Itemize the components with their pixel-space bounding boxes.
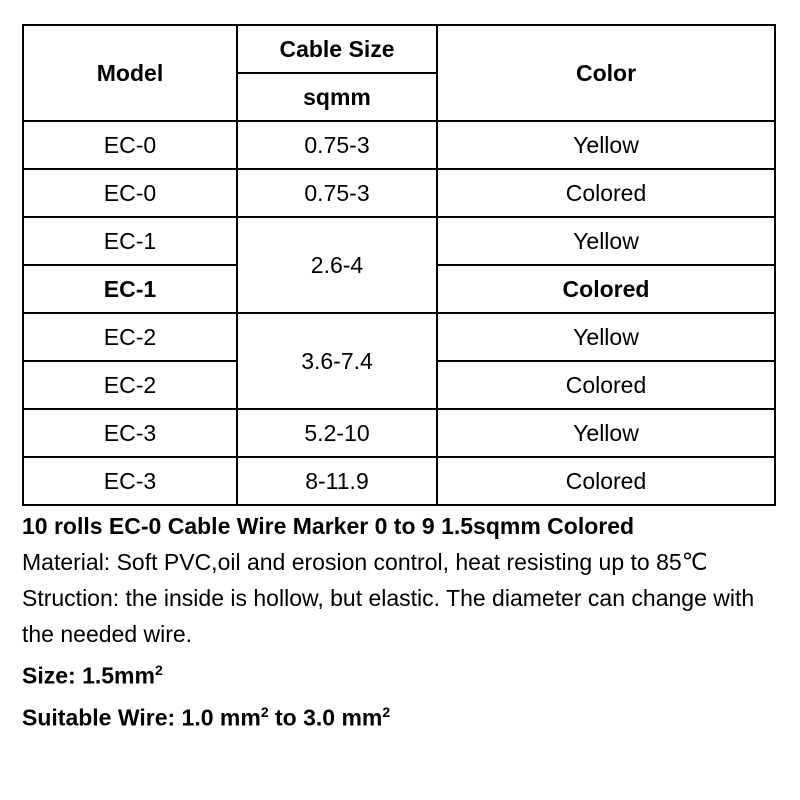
cell-color: Colored xyxy=(437,457,775,505)
table-row: EC-2 3.6-7.4 Yellow xyxy=(23,313,775,361)
spec-table-container: Model Cable Size Color sqmm EC-0 0.75-3 … xyxy=(22,24,774,506)
cell-model: EC-3 xyxy=(23,457,237,505)
desc-wire: Suitable Wire: 1.0 mm2 to 3.0 mm2 xyxy=(22,694,774,736)
spec-table: Model Cable Size Color sqmm EC-0 0.75-3 … xyxy=(22,24,776,506)
cell-color: Colored xyxy=(437,169,775,217)
cell-color: Colored xyxy=(437,361,775,409)
table-body: EC-0 0.75-3 Yellow EC-0 0.75-3 Colored E… xyxy=(23,121,775,505)
description-block: 10 rolls EC-0 Cable Wire Marker 0 to 9 1… xyxy=(22,508,774,735)
header-cable-size: Cable Size xyxy=(237,25,437,73)
cell-model: EC-3 xyxy=(23,409,237,457)
cell-size: 8-11.9 xyxy=(237,457,437,505)
cell-size: 5.2-10 xyxy=(237,409,437,457)
cell-color: Yellow xyxy=(437,409,775,457)
desc-size: Size: 1.5mm2 xyxy=(22,652,774,694)
table-header: Model Cable Size Color sqmm xyxy=(23,25,775,121)
table-row: EC-0 0.75-3 Colored xyxy=(23,169,775,217)
cell-model: EC-1 xyxy=(23,265,237,313)
cell-size: 0.75-3 xyxy=(237,169,437,217)
table-row: EC-0 0.75-3 Yellow xyxy=(23,121,775,169)
desc-wire-text2: to 3.0 mm xyxy=(269,704,383,730)
cell-model: EC-1 xyxy=(23,217,237,265)
cell-size: 2.6-4 xyxy=(237,217,437,313)
cell-color: Yellow xyxy=(437,217,775,265)
table-row: EC-1 2.6-4 Yellow xyxy=(23,217,775,265)
cell-model: EC-2 xyxy=(23,313,237,361)
header-cable-unit: sqmm xyxy=(237,73,437,121)
header-color: Color xyxy=(437,25,775,121)
cell-size: 0.75-3 xyxy=(237,121,437,169)
desc-size-sup: 2 xyxy=(155,662,163,678)
cell-size: 3.6-7.4 xyxy=(237,313,437,409)
cell-model: EC-0 xyxy=(23,169,237,217)
table-row: EC-3 8-11.9 Colored xyxy=(23,457,775,505)
desc-material: Material: Soft PVC,oil and erosion contr… xyxy=(22,544,774,580)
cell-color: Yellow xyxy=(437,313,775,361)
cell-color: Yellow xyxy=(437,121,775,169)
desc-struction: Struction: the inside is hollow, but ela… xyxy=(22,580,774,652)
cell-color: Colored xyxy=(437,265,775,313)
cell-model: EC-0 xyxy=(23,121,237,169)
table-row: EC-3 5.2-10 Yellow xyxy=(23,409,775,457)
desc-wire-sup2: 2 xyxy=(382,704,390,720)
desc-title: 10 rolls EC-0 Cable Wire Marker 0 to 9 1… xyxy=(22,508,774,544)
desc-size-text: Size: 1.5mm xyxy=(22,663,155,689)
desc-wire-text1: Suitable Wire: 1.0 mm xyxy=(22,704,261,730)
header-model: Model xyxy=(23,25,237,121)
cell-model: EC-2 xyxy=(23,361,237,409)
desc-wire-sup1: 2 xyxy=(261,704,269,720)
